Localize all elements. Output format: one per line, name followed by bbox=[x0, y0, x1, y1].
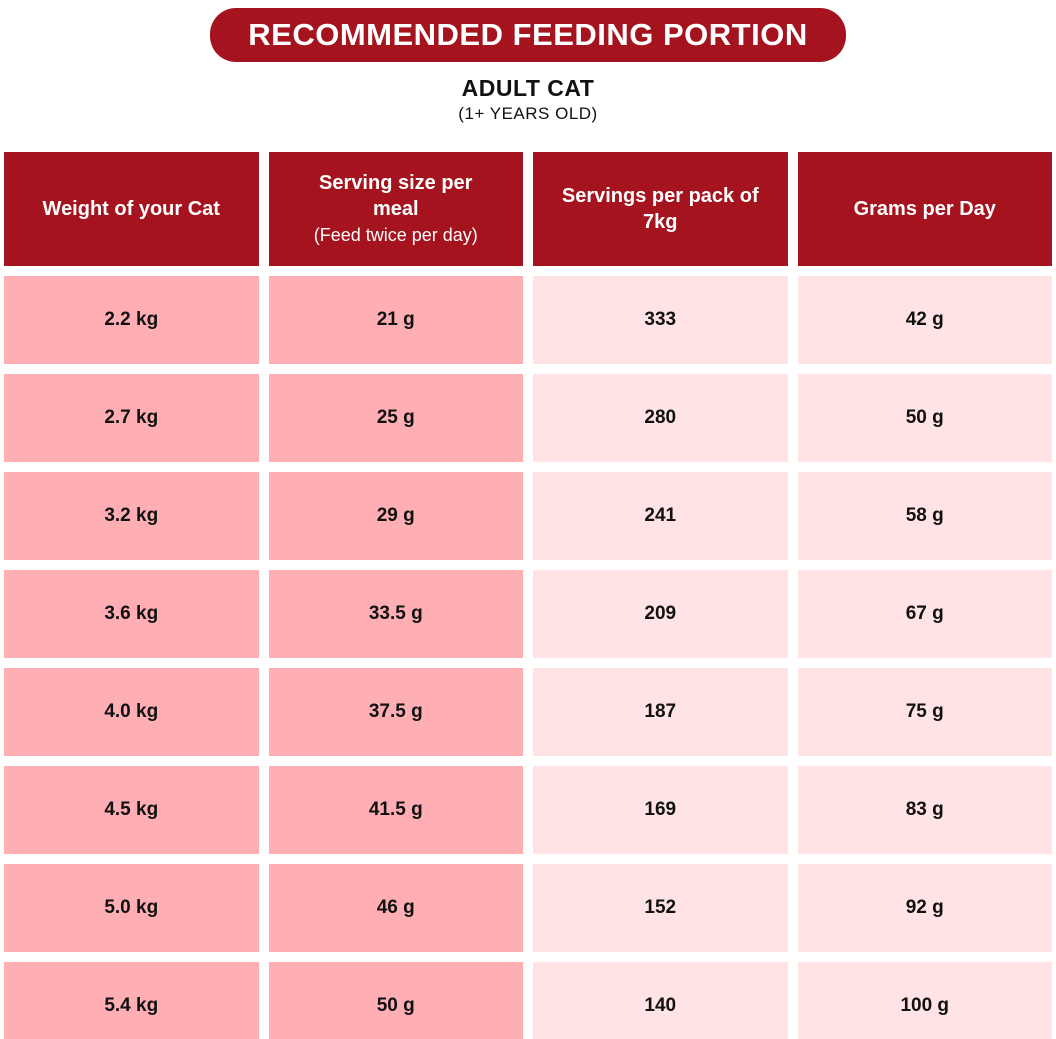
subtitle: ADULT CAT bbox=[461, 75, 595, 101]
table-cell-row2-col0: 3.2 kg bbox=[4, 472, 259, 560]
table-cell-row1-col1: 25 g bbox=[268, 374, 523, 462]
column-header-title: Weight of your Cat bbox=[42, 198, 220, 220]
table-cell-row3-col3: 67 g bbox=[797, 570, 1052, 658]
table-cell-row5-col2: 169 bbox=[533, 766, 788, 854]
table-cell-row7-col3: 100 g bbox=[797, 962, 1052, 1039]
title-banner: RECOMMENDED FEEDING PORTION bbox=[210, 8, 846, 62]
table-cell-row3-col2: 209 bbox=[533, 570, 788, 658]
table-cell-row1-col2: 280 bbox=[533, 374, 788, 462]
table-cell-row0-col2: 333 bbox=[533, 276, 788, 364]
table-cell-row2-col2: 241 bbox=[533, 472, 788, 560]
page-title: RECOMMENDED FEEDING PORTION bbox=[248, 17, 808, 52]
column-header-subtitle: (Feed twice per day) bbox=[313, 225, 478, 246]
table-cell-row3-col1: 33.5 g bbox=[268, 570, 523, 658]
table-cell-row6-col0: 5.0 kg bbox=[4, 864, 259, 952]
table-cell-row4-col0: 4.0 kg bbox=[4, 668, 259, 756]
column-header-servings-per-pack: Servings per pack of 7kg bbox=[533, 152, 788, 266]
table-cell-row5-col1: 41.5 g bbox=[268, 766, 523, 854]
table-cell-row7-col1: 50 g bbox=[268, 962, 523, 1039]
table-cell-row6-col3: 92 g bbox=[797, 864, 1052, 952]
column-header-title: Serving size per meal bbox=[319, 172, 473, 221]
table-cell-row4-col3: 75 g bbox=[797, 668, 1052, 756]
table-cell-row6-col2: 152 bbox=[533, 864, 788, 952]
table-cell-row1-col0: 2.7 kg bbox=[4, 374, 259, 462]
column-header-title: Servings per pack of 7kg bbox=[561, 185, 759, 233]
table-cell-row0-col0: 2.2 kg bbox=[4, 276, 259, 364]
column-header-weight: Weight of your Cat bbox=[4, 152, 259, 266]
table-cell-row7-col0: 5.4 kg bbox=[4, 962, 259, 1039]
table-cell-row1-col3: 50 g bbox=[797, 374, 1052, 462]
table-cell-row5-col0: 4.5 kg bbox=[4, 766, 259, 854]
table-cell-row4-col1: 37.5 g bbox=[268, 668, 523, 756]
table-cell-row5-col3: 83 g bbox=[797, 766, 1052, 854]
column-header-grams-per-day: Grams per Day bbox=[797, 152, 1052, 266]
subtitle-note: (1+ YEARS OLD) bbox=[458, 104, 598, 123]
table-cell-row0-col3: 42 g bbox=[797, 276, 1052, 364]
table-cell-row6-col1: 46 g bbox=[268, 864, 523, 952]
column-header-serving-size: Serving size per meal (Feed twice per da… bbox=[268, 152, 523, 266]
table-cell-row2-col3: 58 g bbox=[797, 472, 1052, 560]
table-cell-row0-col1: 21 g bbox=[268, 276, 523, 364]
column-header-title: Grams per Day bbox=[853, 198, 996, 220]
table-cell-row4-col2: 187 bbox=[533, 668, 788, 756]
table-cell-row3-col0: 3.6 kg bbox=[4, 570, 259, 658]
table-cell-row2-col1: 29 g bbox=[268, 472, 523, 560]
table-cell-row7-col2: 140 bbox=[533, 962, 788, 1039]
feeding-table: Weight of your Cat Serving size per meal… bbox=[4, 152, 1052, 1039]
